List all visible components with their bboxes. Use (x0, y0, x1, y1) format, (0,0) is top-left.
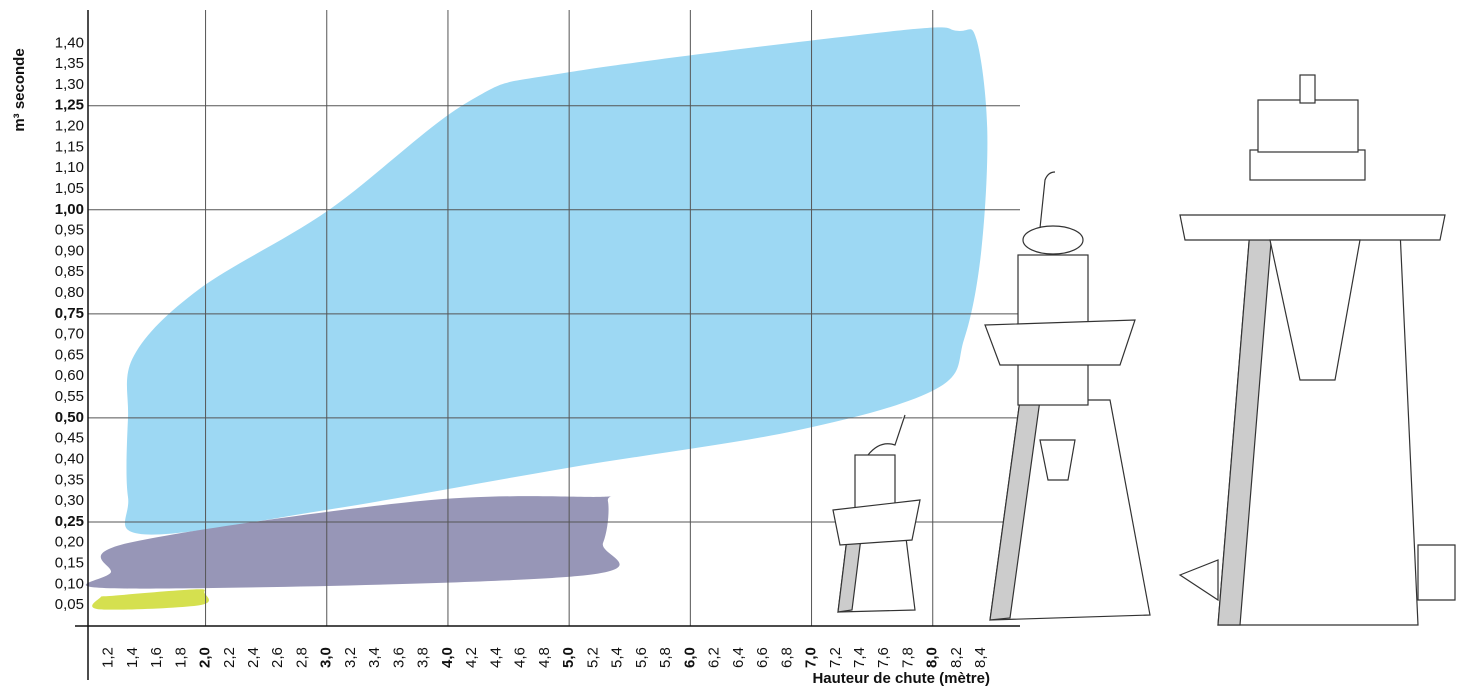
x-tick-label: 5,6 (633, 647, 650, 668)
y-tick-label: 1,35 (55, 55, 84, 72)
x-tick-label: 7,8 (899, 647, 916, 668)
y-tick-label: 0,50 (55, 409, 84, 426)
y-tick-label: 1,25 (55, 97, 84, 114)
y-tick-label: 0,85 (55, 263, 84, 280)
plot-area: 0,05 0,10 0,15 0,20 0,25 0,30 0,35 0,40 0,45 0,50… (55, 10, 1020, 680)
y-tick-label: 1,40 (55, 34, 84, 51)
x-tick-label: 4,6 (512, 647, 529, 668)
y-tick-label: 0,95 (55, 222, 84, 239)
x-tick-label: 1,2 (100, 647, 117, 668)
x-tick-label: 6,2 (706, 647, 723, 668)
y-tick-label: 0,05 (55, 596, 84, 613)
y-tick-label: 0,30 (55, 492, 84, 509)
x-axis-title: Hauteur de chute (mètre) (812, 670, 990, 687)
y-tick-label: 1,20 (55, 118, 84, 135)
y-tick-label: 0,80 (55, 284, 84, 301)
x-tick-label: 4,0 (439, 647, 456, 668)
x-tick-label: 3,6 (390, 647, 407, 668)
x-tick-label: 4,4 (487, 647, 504, 668)
x-tick-label: 6,0 (681, 647, 698, 668)
region (92, 589, 209, 610)
x-tick-label: 6,8 (778, 647, 795, 668)
region (85, 496, 620, 589)
y-tick-label: 0,75 (55, 305, 84, 322)
y-tick-label: 1,05 (55, 180, 84, 197)
y-tick-label: 0,45 (55, 430, 84, 447)
y-tick-label: 1,00 (55, 201, 84, 218)
x-tick-label: 5,0 (560, 647, 577, 668)
x-tick-label: 5,2 (584, 647, 601, 668)
regions (85, 27, 988, 610)
x-tick-label: 8,4 (972, 647, 989, 668)
y-tick-label: 0,60 (55, 367, 84, 384)
x-tick-label: 6,6 (754, 647, 771, 668)
x-tick-label: 3,0 (318, 647, 335, 668)
x-tick-label: 7,4 (851, 647, 868, 668)
x-tick-label: 1,4 (124, 647, 141, 668)
x-tick-label: 2,8 (293, 647, 310, 668)
y-tick-label: 0,15 (55, 555, 84, 572)
y-tick-label: 0,10 (55, 575, 84, 592)
x-tick-label: 6,4 (730, 647, 747, 668)
x-tick-label: 4,8 (536, 647, 553, 668)
y-tick-label: 0,70 (55, 326, 84, 343)
x-tick-label: 1,8 (172, 647, 189, 668)
x-tick-label: 3,2 (342, 647, 359, 668)
x-tick-label: 1,6 (148, 647, 165, 668)
x-tick-label: 7,2 (827, 647, 844, 668)
y-tick-label: 0,90 (55, 242, 84, 259)
y-axis-title: m³ seconde (11, 48, 28, 131)
y-tick-label: 1,15 (55, 138, 84, 155)
region (124, 27, 988, 535)
x-tick-label: 7,6 (875, 647, 892, 668)
x-tick-label: 7,0 (803, 647, 820, 668)
grid (88, 10, 1020, 626)
turbine-small (832, 414, 921, 613)
turbine-medium (984, 171, 1151, 621)
x-tick-label: 3,4 (366, 647, 383, 668)
x-tick-label: 2,6 (269, 647, 286, 668)
x-tick-label: 2,0 (197, 647, 214, 668)
y-tick-label: 0,35 (55, 471, 84, 488)
y-tick-label: 0,40 (55, 450, 84, 467)
x-tick-label: 5,4 (609, 647, 626, 668)
y-tick-label: 0,25 (55, 513, 84, 530)
x-tick-label: 8,2 (948, 647, 965, 668)
x-tick-label: 8,0 (924, 647, 941, 668)
y-tick-label: 1,10 (55, 159, 84, 176)
x-tick-label: 3,8 (415, 647, 432, 668)
y-tick-label: 1,30 (55, 76, 84, 93)
y-tick-label: 0,65 (55, 346, 84, 363)
turbine-large (1178, 74, 1456, 626)
y-tick-label: 0,55 (55, 388, 84, 405)
y-tick-label: 0,20 (55, 534, 84, 551)
x-tick-label: 2,4 (245, 647, 262, 668)
x-tick-label: 5,8 (657, 647, 674, 668)
x-tick-label: 2,2 (221, 647, 238, 668)
x-tick-label: 4,2 (463, 647, 480, 668)
